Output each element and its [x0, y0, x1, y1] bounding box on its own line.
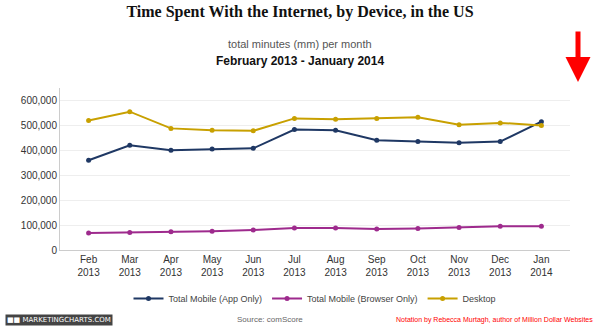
svg-text:200,000: 200,000 [21, 195, 58, 206]
svg-text:■■ MARKETINGCHARTS.COM: ■■ MARKETINGCHARTS.COM [7, 316, 111, 324]
svg-text:0: 0 [51, 245, 57, 256]
svg-text:Apr2013: Apr2013 [160, 254, 183, 278]
svg-text:Dec2013: Dec2013 [489, 254, 512, 278]
svg-text:Total Mobile (Browser Only): Total Mobile (Browser Only) [307, 294, 418, 304]
svg-text:Jul2013: Jul2013 [283, 254, 306, 278]
svg-text:Notation by Rebecca Murtagh, a: Notation by Rebecca Murtagh, author of M… [396, 316, 593, 324]
svg-text:Source: comScore: Source: comScore [237, 315, 303, 324]
svg-text:600,000: 600,000 [21, 95, 58, 106]
svg-text:Total Mobile (App Only): Total Mobile (App Only) [169, 294, 263, 304]
svg-text:February 2013 - January 2014: February 2013 - January 2014 [216, 54, 384, 68]
svg-text:100,000: 100,000 [21, 220, 58, 231]
svg-text:300,000: 300,000 [21, 170, 58, 181]
svg-text:Nov2013: Nov2013 [448, 254, 471, 278]
svg-text:total minutes (mm) per month: total minutes (mm) per month [228, 38, 372, 50]
svg-text:Jun2013: Jun2013 [242, 254, 265, 278]
svg-text:400,000: 400,000 [21, 145, 58, 156]
svg-text:Oct2013: Oct2013 [407, 254, 430, 278]
svg-text:Aug2013: Aug2013 [324, 254, 347, 278]
svg-text:Time Spent With the Internet,: Time Spent With the Internet, by Device,… [126, 3, 473, 21]
svg-text:Feb2013: Feb2013 [77, 254, 100, 278]
svg-text:500,000: 500,000 [21, 120, 58, 131]
svg-text:Sep2013: Sep2013 [366, 254, 389, 278]
svg-text:Jan2014: Jan2014 [530, 254, 553, 278]
svg-text:May2013: May2013 [201, 254, 224, 278]
svg-text:Mar2013: Mar2013 [119, 254, 142, 278]
svg-text:Desktop: Desktop [463, 294, 496, 304]
